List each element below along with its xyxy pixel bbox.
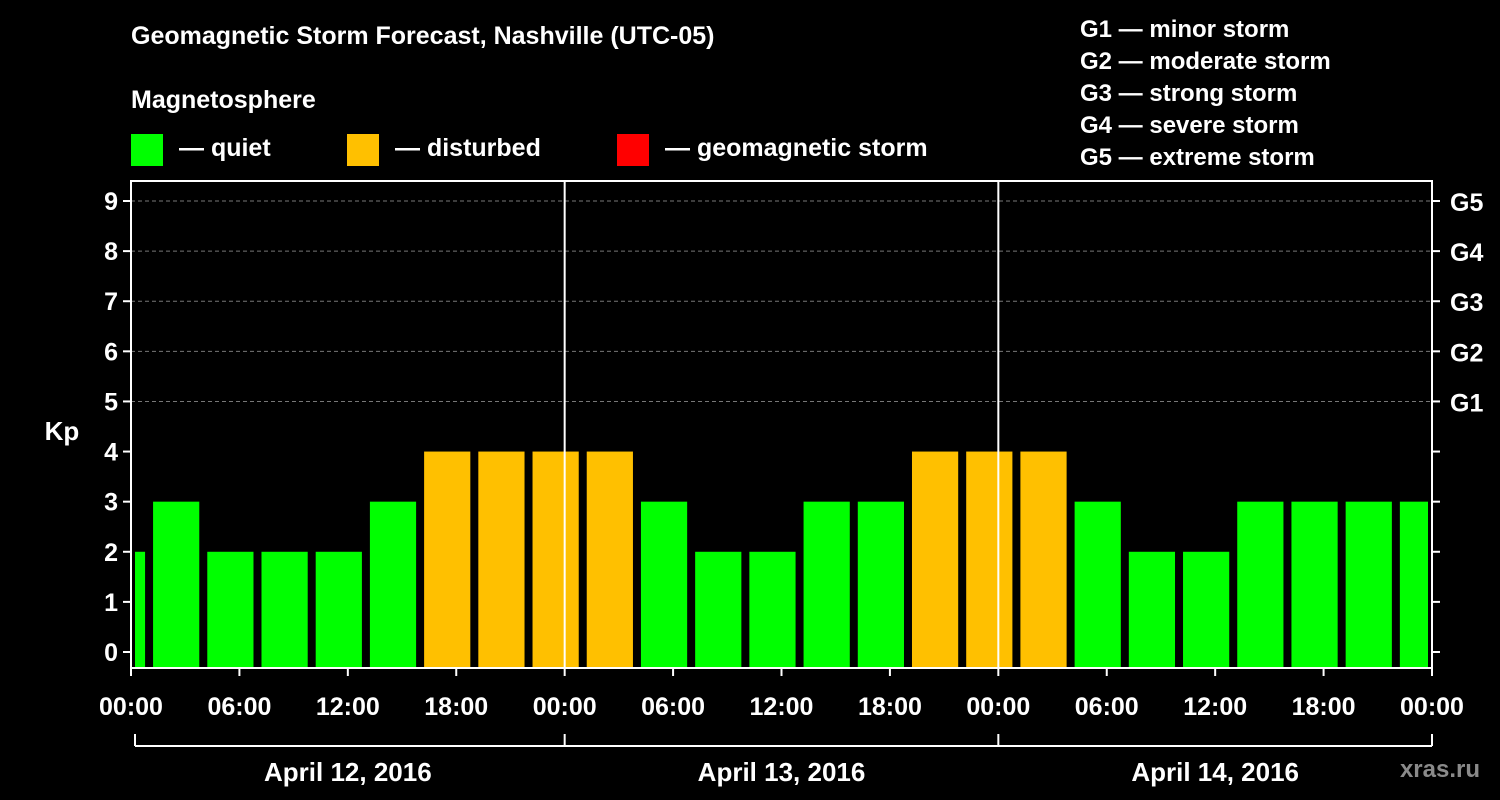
kp-bar-16 [966, 451, 1013, 668]
kp-bar-19 [1128, 551, 1176, 668]
x-tick-label-9: 06:00 [1075, 693, 1139, 721]
x-tick-label-8: 00:00 [966, 693, 1030, 721]
kp-bar-12 [749, 551, 796, 668]
g-scale-legend-g2: G2 — moderate storm [1080, 48, 1331, 75]
kp-bar-3 [261, 551, 308, 668]
y-axis-label: Kp [45, 416, 80, 446]
legend-label-storm: — geomagnetic storm [665, 134, 928, 162]
kp-bar-23 [1345, 501, 1392, 668]
kp-bar-11 [695, 551, 742, 668]
legend-swatch-quiet [131, 134, 163, 166]
g-scale-label-G4: G4 [1450, 239, 1483, 267]
kp-bar-1 [153, 501, 200, 668]
kp-bar-5 [369, 501, 417, 668]
x-tick-label-10: 12:00 [1183, 693, 1247, 721]
kp-bar-21 [1237, 501, 1284, 668]
kp-bar-9 [586, 451, 633, 668]
x-tick-label-4: 00:00 [533, 693, 597, 721]
g-scale-legend-g4: G4 — severe storm [1080, 112, 1299, 139]
watermark: xras.ru [1399, 756, 1480, 783]
g-scale-label-G2: G2 [1450, 339, 1483, 367]
x-tick-label-2: 12:00 [316, 693, 380, 721]
chart-title: Geomagnetic Storm Forecast, Nashville (U… [131, 22, 715, 50]
legend-swatch-disturbed [347, 134, 379, 166]
g-scale-legend: G1 — minor storm G2 — moderate storm G3 … [1080, 14, 1331, 174]
kp-bar-4 [315, 551, 362, 668]
kp-bar-17 [1020, 451, 1067, 668]
kp-bar-22 [1291, 501, 1338, 668]
y-tick-label-5: 5 [104, 388, 118, 416]
y-tick-label-4: 4 [104, 439, 118, 467]
g-scale-label-G1: G1 [1450, 389, 1483, 417]
kp-bar-18 [1074, 501, 1121, 668]
kp-bar-15 [911, 451, 959, 668]
x-tick-label-6: 12:00 [750, 693, 814, 721]
x-tick-label-0: 00:00 [99, 693, 163, 721]
legend-swatch-storm [617, 134, 649, 166]
g-scale-legend-g3: G3 — strong storm [1080, 80, 1298, 107]
kp-bar-20 [1183, 551, 1230, 668]
x-tick-label-11: 18:00 [1292, 693, 1356, 721]
x-tick-label-12: 00:00 [1400, 693, 1464, 721]
kp-bar-2 [207, 551, 254, 668]
x-tick-label-5: 06:00 [641, 693, 705, 721]
kp-bar-10 [640, 501, 688, 668]
kp-bar-24 [1399, 501, 1428, 668]
y-tick-label-0: 0 [104, 639, 118, 667]
y-tick-label-9: 9 [104, 188, 118, 216]
g-scale-legend-g1: G1 — minor storm [1080, 16, 1290, 43]
y-tick-label-7: 7 [104, 288, 118, 316]
x-tick-label-3: 18:00 [424, 693, 488, 721]
y-tick-label-6: 6 [104, 338, 118, 366]
g-scale-label-G5: G5 [1450, 189, 1483, 217]
kp-bar-7 [478, 451, 525, 668]
date-label-2: April 14, 2016 [1131, 757, 1299, 787]
legend-label-disturbed: — disturbed [395, 134, 541, 162]
kp-bar-0 [135, 551, 146, 668]
y-tick-label-1: 1 [104, 589, 118, 617]
x-tick-label-7: 18:00 [858, 693, 922, 721]
kp-bar-13 [803, 501, 850, 668]
date-label-0: April 12, 2016 [264, 757, 432, 787]
kp-bar-6 [424, 451, 471, 668]
g-scale-legend-g5: G5 — extreme storm [1080, 144, 1315, 171]
kp-bar-8 [532, 451, 579, 668]
legend-title: Magnetosphere [131, 86, 316, 114]
x-tick-label-1: 06:00 [207, 693, 271, 721]
kp-bar-14 [857, 501, 904, 668]
g-scale-label-G3: G3 [1450, 289, 1483, 317]
y-tick-label-2: 2 [104, 539, 118, 567]
legend-label-quiet: — quiet [179, 134, 271, 162]
y-tick-label-8: 8 [104, 238, 118, 266]
date-label-1: April 13, 2016 [698, 757, 866, 787]
y-tick-label-3: 3 [104, 489, 118, 517]
